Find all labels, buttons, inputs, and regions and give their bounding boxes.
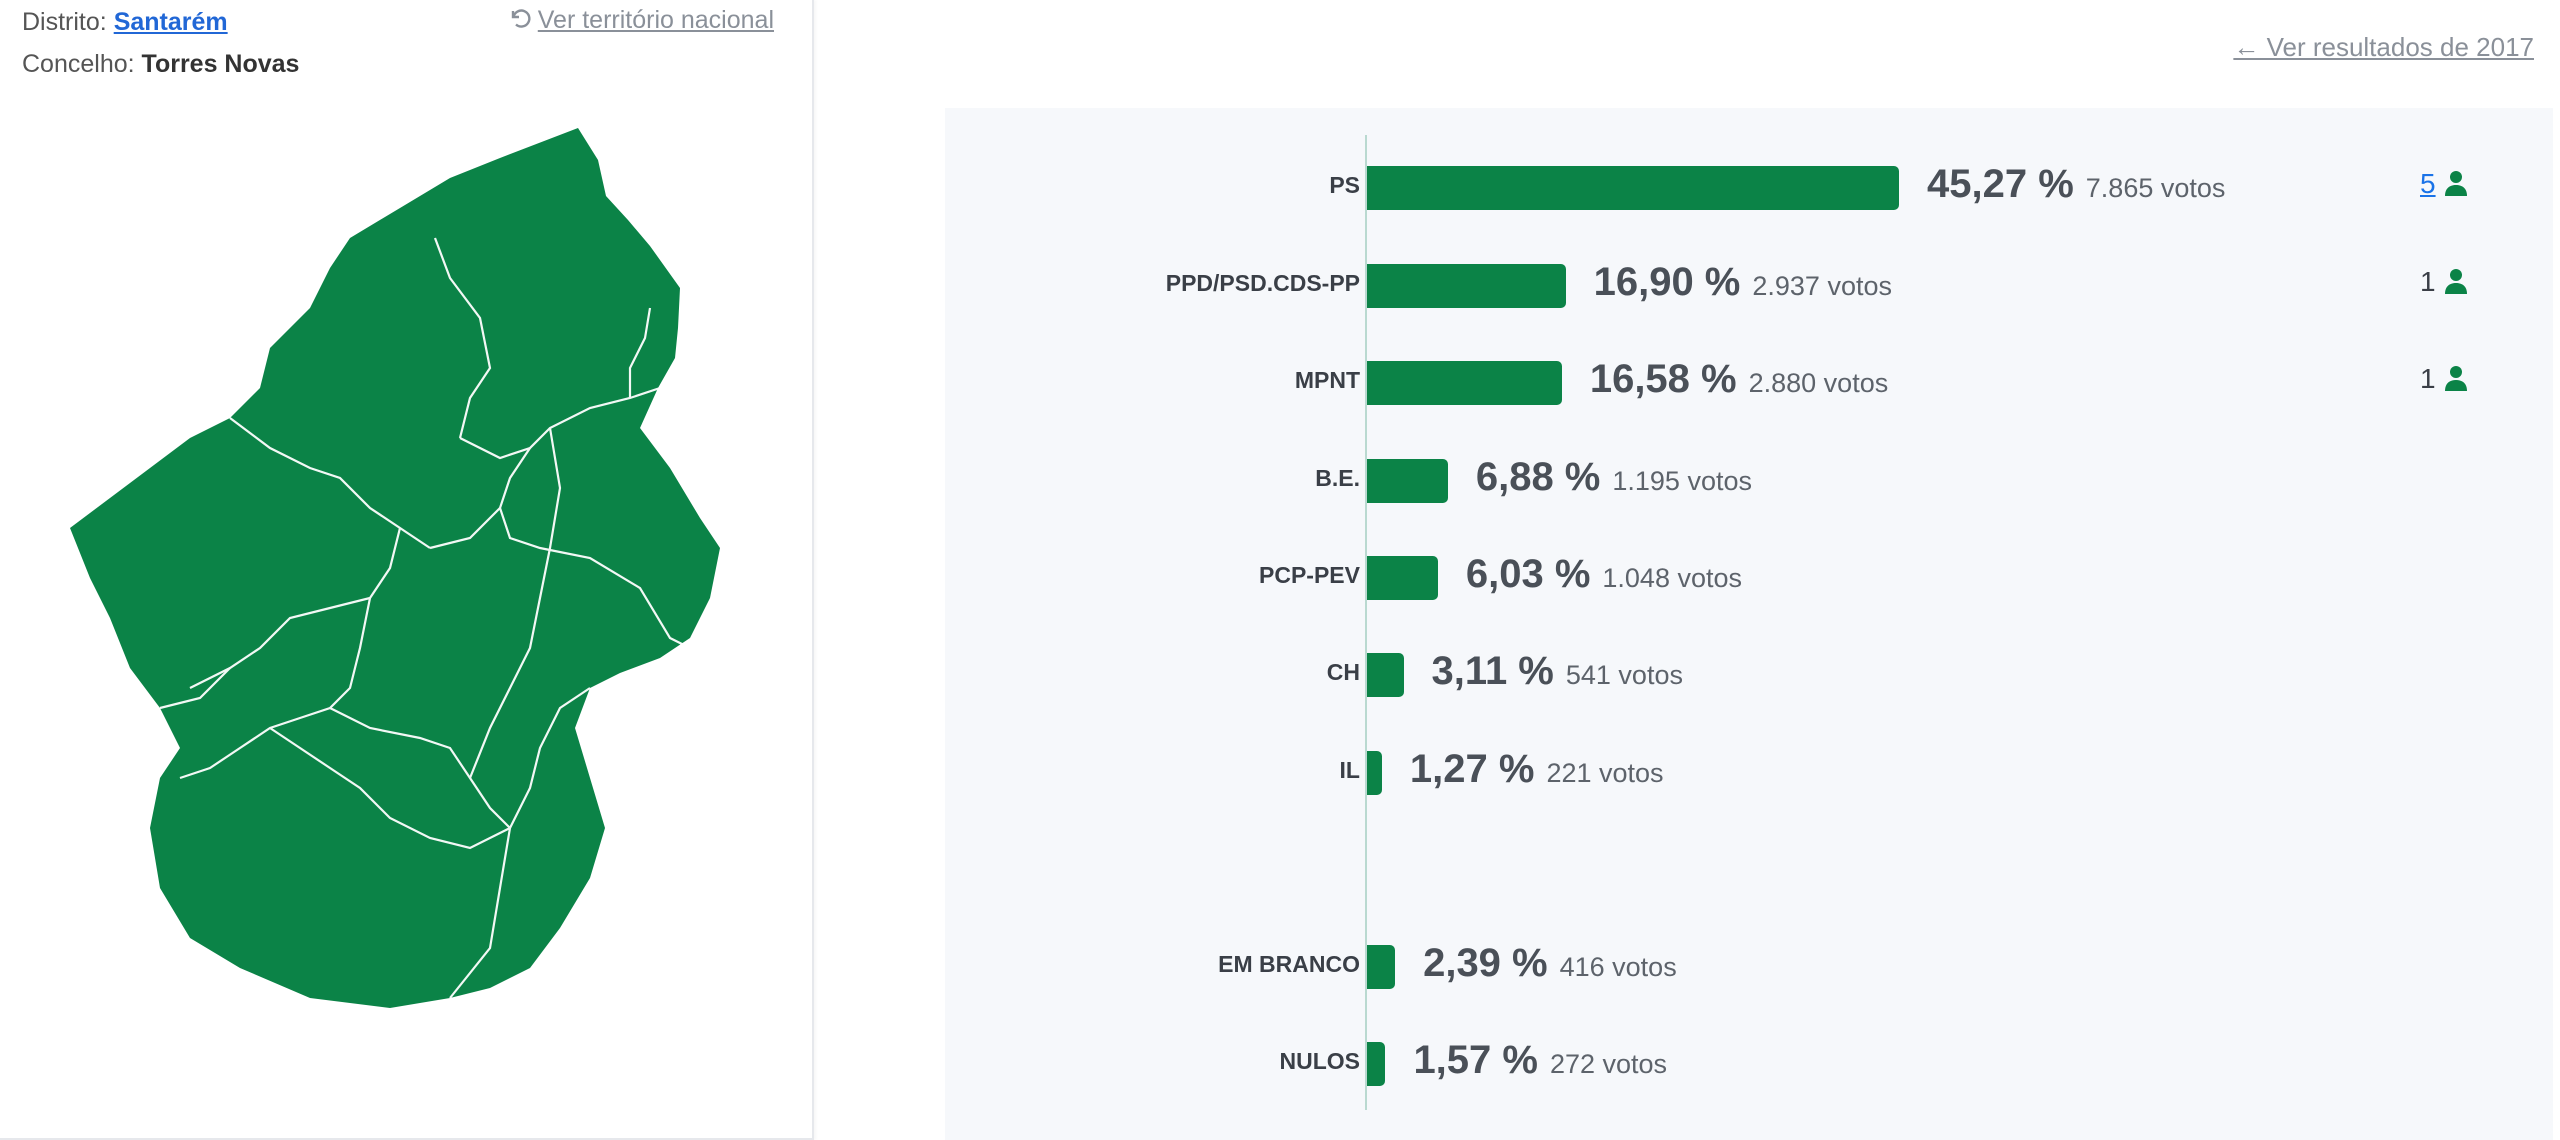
percent-label: 16,58 % xyxy=(1589,357,1737,401)
result-row: IL 1,27 % 221 votos xyxy=(0,747,2560,797)
undo-icon xyxy=(508,7,532,38)
result-row: PS 45,27 % 7.865 votos 5 xyxy=(0,162,2560,212)
votes-label: 416 votos xyxy=(1559,952,1677,982)
party-label: B.E. xyxy=(1315,465,1360,491)
result-row: NULOS 1,57 % 272 votos xyxy=(0,1038,2560,1088)
votes-label: 1.048 votos xyxy=(1602,563,1742,593)
result-row: EM BRANCO 2,39 % 416 votos xyxy=(0,941,2560,991)
votes-label: 7.865 votos xyxy=(2085,173,2226,203)
percent-label: 45,27 % xyxy=(1927,162,2074,206)
result-value: 1,27 % 221 votos xyxy=(1410,747,1664,792)
party-label: PCP-PEV xyxy=(1259,562,1360,588)
municipality-shape xyxy=(70,128,720,1008)
result-bar[interactable] xyxy=(1367,751,1382,795)
district-link[interactable]: Santarém xyxy=(113,8,228,36)
result-bar[interactable] xyxy=(1367,1042,1386,1086)
council-name: Torres Novas xyxy=(141,50,300,78)
percent-label: 6,03 % xyxy=(1465,552,1591,596)
votes-label: 2.937 votos xyxy=(1752,271,1892,301)
seats-count: 1 xyxy=(2420,266,2470,302)
results-chart-panel xyxy=(945,108,2553,1140)
person-icon xyxy=(2442,364,2470,399)
party-label: PPD/PSD.CDS-PP xyxy=(1165,270,1360,296)
seats-number: 1 xyxy=(2420,363,2436,394)
council-label: Concelho: xyxy=(22,50,135,78)
party-label: EM BRANCO xyxy=(1218,951,1360,977)
result-bar[interactable] xyxy=(1367,556,1438,600)
result-bar[interactable] xyxy=(1367,653,1404,697)
district-label: Distrito: xyxy=(22,8,107,36)
result-bar[interactable] xyxy=(1367,459,1448,503)
result-value: 16,90 % 2.937 votos xyxy=(1594,260,1892,305)
result-row: PCP-PEV 6,03 % 1.048 votos xyxy=(0,552,2560,602)
person-icon xyxy=(2442,267,2470,302)
party-label: NULOS xyxy=(1279,1048,1361,1074)
party-label: IL xyxy=(1339,757,1360,783)
map-panel: Distrito: Santarém Concelho: Torres Nova… xyxy=(0,0,814,1140)
result-bar[interactable] xyxy=(1367,945,1396,989)
seats-count[interactable]: 5 xyxy=(2420,168,2470,204)
council-line: Concelho: Torres Novas xyxy=(22,50,299,79)
result-row: MPNT 16,58 % 2.880 votos 1 xyxy=(0,357,2560,407)
result-value: 2,39 % 416 votos xyxy=(1423,941,1677,986)
party-label: PS xyxy=(1329,172,1360,198)
percent-label: 3,11 % xyxy=(1431,649,1554,693)
party-label: CH xyxy=(1326,659,1360,685)
percent-label: 16,90 % xyxy=(1593,260,1741,304)
parish-borders xyxy=(159,237,691,999)
result-value: 1,57 % 272 votos xyxy=(1413,1038,1667,1083)
result-value: 6,88 % 1.195 votos xyxy=(1476,455,1752,500)
result-value: 6,03 % 1.048 votos xyxy=(1466,552,1742,597)
seats-number: 1 xyxy=(2420,266,2436,297)
previous-results-link[interactable]: ← Ver resultados de 2017 xyxy=(2233,32,2534,62)
seats-count: 1 xyxy=(2420,363,2470,399)
result-row: CH 3,11 % 541 votos xyxy=(0,649,2560,699)
result-value: 45,27 % 7.865 votos xyxy=(1927,162,2225,207)
votes-label: 2.880 votos xyxy=(1748,368,1889,398)
votes-label: 221 votos xyxy=(1546,758,1664,788)
municipality-map xyxy=(70,128,720,1008)
result-row: B.E. 6,88 % 1.195 votos xyxy=(0,455,2560,505)
national-territory-link[interactable]: Ver território nacional xyxy=(508,6,774,38)
person-icon xyxy=(2442,169,2470,204)
national-territory-label: Ver território nacional xyxy=(537,6,774,34)
percent-label: 1,57 % xyxy=(1413,1038,1538,1082)
district-line: Distrito: Santarém xyxy=(22,8,228,37)
result-row: PPD/PSD.CDS-PP 16,90 % 2.937 votos 1 xyxy=(0,260,2560,310)
votes-label: 541 votos xyxy=(1565,660,1683,690)
result-value: 16,58 % 2.880 votos xyxy=(1590,357,1888,402)
chart-axis-line xyxy=(1365,135,1367,1110)
result-value: 3,11 % 541 votos xyxy=(1432,649,1683,694)
result-bar[interactable] xyxy=(1367,166,1899,210)
percent-label: 6,88 % xyxy=(1475,455,1601,499)
result-bar[interactable] xyxy=(1367,361,1562,405)
seats-number[interactable]: 5 xyxy=(2420,168,2436,199)
votes-label: 272 votos xyxy=(1549,1049,1668,1079)
percent-label: 1,27 % xyxy=(1409,747,1535,791)
party-label: MPNT xyxy=(1294,367,1360,393)
percent-label: 2,39 % xyxy=(1423,941,1548,985)
votes-label: 1.195 votos xyxy=(1612,466,1752,496)
panel-bottom-border xyxy=(0,1138,812,1140)
result-bar[interactable] xyxy=(1367,264,1566,308)
